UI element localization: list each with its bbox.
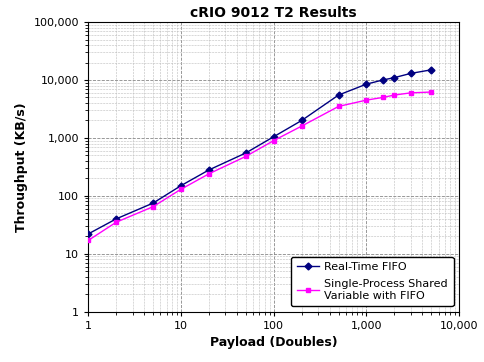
Title: cRIO 9012 T2 Results: cRIO 9012 T2 Results bbox=[190, 5, 357, 20]
Real-Time FIFO bbox=[243, 151, 249, 155]
Real-Time FIFO bbox=[178, 184, 184, 188]
Single-Process Shared
Variable with FIFO bbox=[178, 187, 184, 191]
Single-Process Shared
Variable with FIFO bbox=[271, 138, 277, 143]
Real-Time FIFO bbox=[392, 75, 397, 80]
Real-Time FIFO bbox=[363, 82, 369, 86]
X-axis label: Payload (Doubles): Payload (Doubles) bbox=[210, 336, 337, 349]
Real-Time FIFO bbox=[113, 217, 119, 221]
Single-Process Shared
Variable with FIFO bbox=[299, 124, 304, 128]
Single-Process Shared
Variable with FIFO bbox=[336, 104, 342, 109]
Real-Time FIFO bbox=[428, 68, 434, 72]
Single-Process Shared
Variable with FIFO bbox=[428, 90, 434, 94]
Real-Time FIFO bbox=[380, 78, 386, 82]
Single-Process Shared
Variable with FIFO bbox=[113, 220, 119, 224]
Line: Single-Process Shared
Variable with FIFO: Single-Process Shared Variable with FIFO bbox=[86, 90, 434, 243]
Single-Process Shared
Variable with FIFO bbox=[243, 154, 249, 159]
Single-Process Shared
Variable with FIFO bbox=[363, 98, 369, 102]
Real-Time FIFO bbox=[336, 93, 342, 97]
Single-Process Shared
Variable with FIFO bbox=[85, 238, 91, 243]
Real-Time FIFO bbox=[299, 118, 304, 123]
Single-Process Shared
Variable with FIFO bbox=[380, 95, 386, 100]
Single-Process Shared
Variable with FIFO bbox=[408, 91, 414, 95]
Real-Time FIFO bbox=[150, 201, 156, 205]
Single-Process Shared
Variable with FIFO bbox=[206, 172, 212, 176]
Real-Time FIFO bbox=[206, 168, 212, 172]
Real-Time FIFO bbox=[271, 135, 277, 139]
Real-Time FIFO bbox=[85, 232, 91, 236]
Y-axis label: Throughput (KB/s): Throughput (KB/s) bbox=[15, 102, 28, 232]
Single-Process Shared
Variable with FIFO bbox=[150, 205, 156, 209]
Single-Process Shared
Variable with FIFO bbox=[392, 93, 397, 97]
Real-Time FIFO bbox=[408, 71, 414, 76]
Legend: Real-Time FIFO, Single-Process Shared
Variable with FIFO: Real-Time FIFO, Single-Process Shared Va… bbox=[291, 257, 454, 306]
Line: Real-Time FIFO: Real-Time FIFO bbox=[86, 67, 434, 236]
